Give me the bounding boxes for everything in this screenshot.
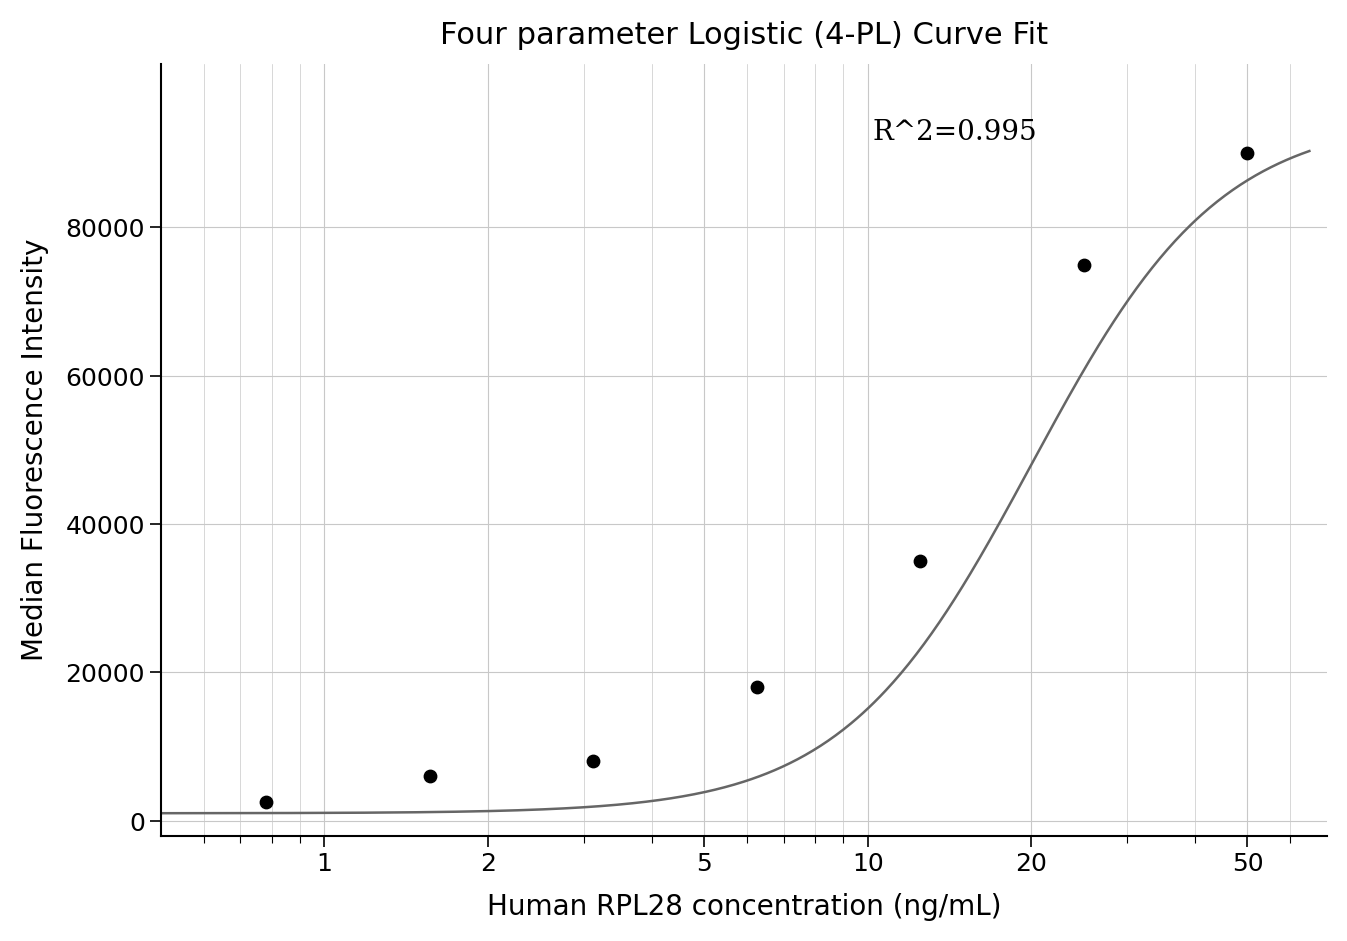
Point — [746, 679, 768, 694]
Title: Four parameter Logistic (4-PL) Curve Fit: Four parameter Logistic (4-PL) Curve Fit — [439, 21, 1048, 50]
Point — [582, 754, 603, 769]
Y-axis label: Median Fluorescence Intensity: Median Fluorescence Intensity — [20, 239, 48, 662]
Point — [1072, 257, 1094, 272]
Point — [909, 553, 931, 568]
X-axis label: Human RPL28 concentration (ng/mL): Human RPL28 concentration (ng/mL) — [486, 892, 1001, 920]
Point — [1237, 146, 1258, 161]
Point — [256, 795, 277, 810]
Text: R^2=0.995: R^2=0.995 — [872, 119, 1036, 146]
Point — [419, 769, 440, 784]
